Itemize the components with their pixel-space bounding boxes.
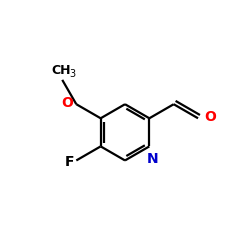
Text: F: F	[65, 155, 74, 169]
Text: 3: 3	[69, 69, 75, 79]
Text: O: O	[204, 110, 216, 124]
Text: N: N	[146, 152, 158, 166]
Text: CH: CH	[51, 64, 71, 77]
Text: O: O	[62, 96, 74, 110]
